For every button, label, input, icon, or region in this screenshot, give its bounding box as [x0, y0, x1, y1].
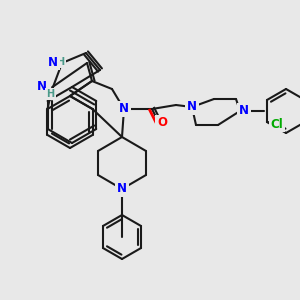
Text: N: N — [48, 56, 58, 68]
Text: N: N — [187, 100, 197, 113]
Text: N: N — [37, 80, 46, 94]
Text: H: H — [46, 89, 55, 99]
Text: N: N — [239, 104, 249, 118]
Text: N: N — [119, 103, 129, 116]
Text: Cl: Cl — [271, 118, 283, 130]
Text: H: H — [56, 57, 64, 67]
Text: N: N — [117, 182, 127, 196]
Text: O: O — [157, 116, 167, 130]
